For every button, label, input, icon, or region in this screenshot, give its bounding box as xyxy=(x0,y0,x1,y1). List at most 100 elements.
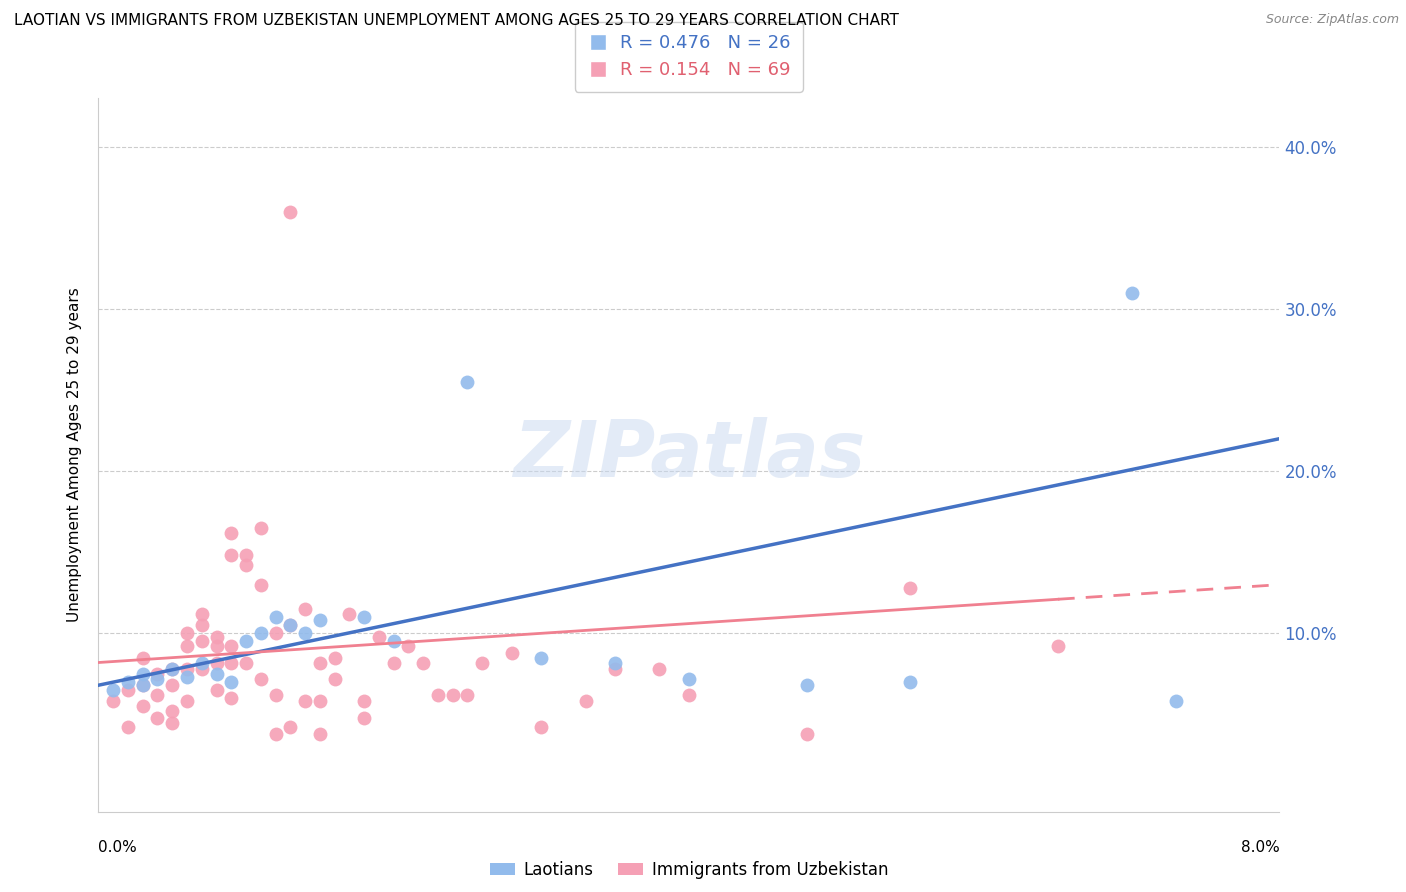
Point xyxy=(235,656,257,670)
Point xyxy=(456,688,478,702)
Point xyxy=(323,650,346,665)
Point xyxy=(900,675,922,690)
Point xyxy=(219,656,242,670)
Point xyxy=(441,688,464,702)
Point xyxy=(308,727,332,741)
Point xyxy=(132,678,155,692)
Text: ZIPatlas: ZIPatlas xyxy=(513,417,865,493)
Point xyxy=(132,666,155,681)
Point xyxy=(176,694,198,708)
Point xyxy=(235,549,257,563)
Point xyxy=(796,678,818,692)
Point xyxy=(162,715,183,730)
Point xyxy=(191,662,214,676)
Point xyxy=(146,688,169,702)
Point xyxy=(1046,640,1069,654)
Point xyxy=(162,662,183,676)
Point xyxy=(219,640,242,654)
Point xyxy=(117,720,139,734)
Point xyxy=(456,375,478,389)
Point xyxy=(146,672,169,686)
Point xyxy=(205,630,228,644)
Point xyxy=(250,521,273,535)
Point xyxy=(382,634,405,648)
Point xyxy=(278,618,302,632)
Point xyxy=(205,640,228,654)
Point xyxy=(323,672,346,686)
Point xyxy=(501,646,523,660)
Point xyxy=(162,704,183,718)
Point xyxy=(574,694,596,708)
Point xyxy=(900,581,922,595)
Point xyxy=(294,626,316,640)
Point xyxy=(205,683,228,698)
Point xyxy=(308,656,332,670)
Point xyxy=(382,656,405,670)
Point xyxy=(117,675,139,690)
Point xyxy=(308,613,332,627)
Point xyxy=(235,558,257,573)
Text: Source: ZipAtlas.com: Source: ZipAtlas.com xyxy=(1265,13,1399,27)
Text: 8.0%: 8.0% xyxy=(1240,840,1279,855)
Point xyxy=(250,626,273,640)
Point xyxy=(219,549,242,563)
Point xyxy=(205,666,228,681)
Point xyxy=(530,720,553,734)
Point xyxy=(396,640,419,654)
Point xyxy=(235,634,257,648)
Point xyxy=(103,694,125,708)
Point xyxy=(162,662,183,676)
Point xyxy=(278,720,302,734)
Point xyxy=(294,694,316,708)
Point xyxy=(191,656,214,670)
Point xyxy=(308,694,332,708)
Point xyxy=(264,688,287,702)
Point xyxy=(132,699,155,714)
Point xyxy=(132,650,155,665)
Point xyxy=(796,727,818,741)
Point xyxy=(1164,694,1187,708)
Point xyxy=(117,683,139,698)
Y-axis label: Unemployment Among Ages 25 to 29 years: Unemployment Among Ages 25 to 29 years xyxy=(67,287,83,623)
Point xyxy=(353,711,375,725)
Point xyxy=(264,610,287,624)
Point xyxy=(176,662,198,676)
Point xyxy=(146,711,169,725)
Point xyxy=(471,656,494,670)
Legend: Laotians, Immigrants from Uzbekistan: Laotians, Immigrants from Uzbekistan xyxy=(484,855,894,886)
Point xyxy=(250,672,273,686)
Point xyxy=(337,607,360,621)
Point xyxy=(412,656,434,670)
Point xyxy=(219,691,242,706)
Point xyxy=(353,694,375,708)
Point xyxy=(250,577,273,591)
Point xyxy=(264,727,287,741)
Point xyxy=(678,672,700,686)
Point xyxy=(367,630,389,644)
Point xyxy=(294,602,316,616)
Point xyxy=(176,670,198,684)
Point xyxy=(191,607,214,621)
Point xyxy=(132,678,155,692)
Point xyxy=(648,662,671,676)
Text: 0.0%: 0.0% xyxy=(98,840,138,855)
Point xyxy=(219,525,242,540)
Point xyxy=(191,618,214,632)
Point xyxy=(1121,285,1143,300)
Point xyxy=(426,688,449,702)
Point xyxy=(605,656,627,670)
Point xyxy=(162,678,183,692)
Point xyxy=(176,626,198,640)
Point xyxy=(264,626,287,640)
Point xyxy=(353,610,375,624)
Point xyxy=(219,675,242,690)
Point xyxy=(678,688,700,702)
Point xyxy=(103,683,125,698)
Point xyxy=(278,618,302,632)
Point xyxy=(191,634,214,648)
Point xyxy=(605,662,627,676)
Text: LAOTIAN VS IMMIGRANTS FROM UZBEKISTAN UNEMPLOYMENT AMONG AGES 25 TO 29 YEARS COR: LAOTIAN VS IMMIGRANTS FROM UZBEKISTAN UN… xyxy=(14,13,898,29)
Point xyxy=(278,204,302,219)
Point xyxy=(176,640,198,654)
Point xyxy=(530,650,553,665)
